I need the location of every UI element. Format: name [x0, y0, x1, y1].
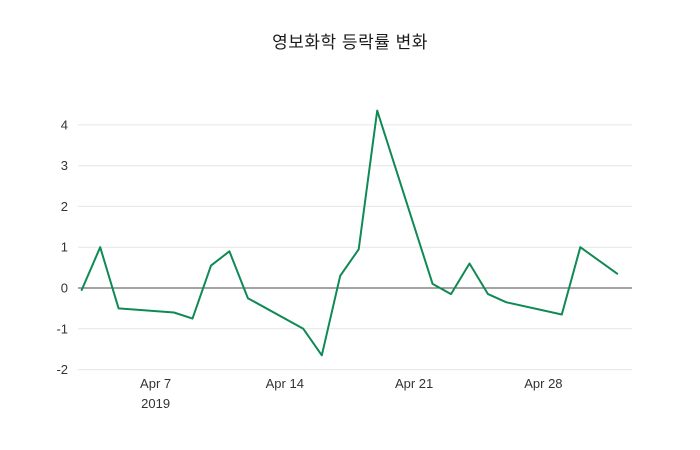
y-tick-label: -2	[56, 362, 68, 377]
y-tick-label: 3	[61, 158, 68, 173]
x-tick-label: Apr 21	[395, 376, 433, 391]
x-tick-sublabel: 2019	[141, 396, 170, 411]
series-line	[80, 109, 619, 357]
x-tick-label: Apr 14	[266, 376, 304, 391]
y-tick-label: -1	[56, 321, 68, 336]
x-tick-label: Apr 28	[524, 376, 562, 391]
y-tick-label: 0	[61, 281, 68, 296]
y-tick-label: 4	[61, 117, 68, 132]
y-tick-label: 2	[61, 199, 68, 214]
y-tick-label: 1	[61, 240, 68, 255]
x-tick-label: Apr 7	[140, 376, 171, 391]
chart-title: 영보화학 등락률 변화	[272, 33, 428, 52]
